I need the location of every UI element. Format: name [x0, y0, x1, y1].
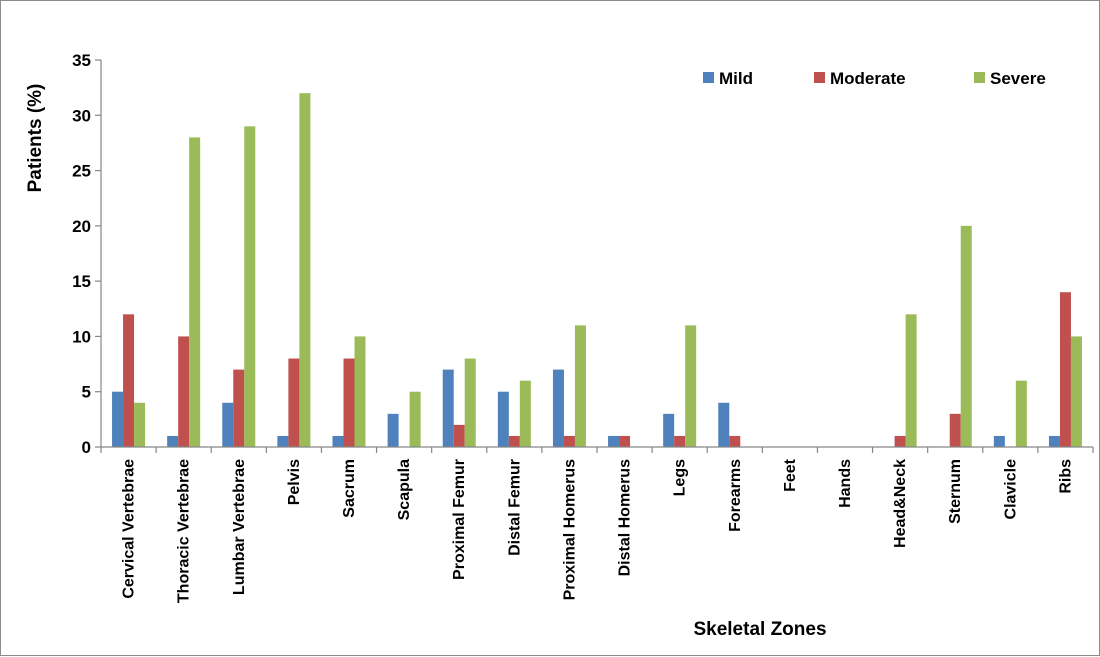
x-tick-label: Pelvis	[286, 459, 303, 505]
bar-severe-1	[189, 137, 201, 447]
bar-mild-8	[552, 369, 564, 447]
bar-moderate-17	[1059, 292, 1071, 447]
bar-mild-4	[332, 435, 344, 447]
bar-severe-14	[905, 314, 917, 447]
bar-moderate-11	[729, 435, 741, 447]
bar-severe-8	[574, 325, 586, 447]
x-tick-label: Head&Neck	[892, 459, 909, 548]
bar-mild-5	[387, 413, 399, 447]
x-tick-label: Thoracic Vertebrae	[176, 459, 193, 603]
bar-severe-2	[244, 126, 256, 447]
bar-severe-17	[1070, 336, 1082, 447]
legend-label-moderate: Moderate	[830, 69, 906, 88]
bar-mild-1	[167, 435, 179, 447]
y-tick-label: 5	[82, 383, 91, 402]
bar-mild-17	[1048, 435, 1060, 447]
y-tick-label: 35	[72, 51, 91, 70]
bar-severe-4	[354, 336, 366, 447]
y-tick-label: 30	[72, 106, 91, 125]
y-tick-label: 10	[72, 327, 91, 346]
bar-moderate-6	[453, 424, 465, 447]
bar-severe-15	[960, 225, 972, 447]
bar-mild-7	[497, 391, 509, 447]
bar-moderate-10	[674, 435, 686, 447]
y-ticks: 0 5 10 15 20 25 30 35	[72, 51, 101, 457]
x-axis-title: Skeletal Zones	[693, 619, 826, 640]
x-tick-label: Feet	[782, 458, 799, 492]
x-tick-label: Hands	[837, 459, 854, 508]
bar-mild-6	[442, 369, 454, 447]
bar-moderate-8	[563, 435, 575, 447]
x-ticks: Cervical Vertebrae Thoracic Vertebrae Lumb…	[100, 447, 1094, 603]
x-tick-label: Distal Homerus	[617, 459, 634, 576]
bar-mild-11	[718, 402, 730, 447]
bars-layer	[112, 93, 1082, 448]
bar-mild-9	[608, 435, 620, 447]
bar-moderate-2	[233, 369, 245, 447]
x-tick-label: Distal Femur	[506, 459, 523, 556]
x-tick-label: Legs	[672, 459, 689, 496]
y-tick-label: 0	[82, 438, 91, 457]
y-tick-label: 15	[72, 272, 91, 291]
y-axis-title: Patients (%)	[25, 84, 46, 193]
legend-label-severe: Severe	[990, 69, 1046, 88]
bar-mild-3	[277, 435, 289, 447]
x-tick-label: Cervical Vertebrae	[121, 459, 138, 599]
x-tick-label: Lumbar Vertebrae	[231, 459, 248, 595]
bar-moderate-14	[894, 435, 906, 447]
x-tick-label: Forearms	[727, 459, 744, 532]
x-tick-label: Proximal Homerus	[561, 459, 578, 600]
bar-mild-0	[112, 391, 124, 447]
bar-severe-7	[519, 380, 531, 447]
x-tick-label: Sternum	[947, 459, 964, 524]
bar-severe-16	[1015, 380, 1027, 447]
bar-moderate-7	[508, 435, 520, 447]
bar-mild-2	[222, 402, 234, 447]
bar-moderate-3	[288, 358, 300, 447]
bar-moderate-0	[123, 314, 135, 447]
legend-swatch-moderate	[814, 72, 825, 83]
legend-swatch-mild	[703, 72, 714, 83]
x-tick-label: Clavicle	[1002, 459, 1019, 520]
bar-moderate-4	[343, 358, 355, 447]
bar-moderate-9	[619, 435, 631, 447]
x-tick-label: Sacrum	[341, 459, 358, 518]
bar-severe-10	[685, 325, 697, 447]
legend-label-mild: Mild	[719, 69, 753, 88]
x-tick-label: Proximal Femur	[451, 459, 468, 580]
bar-severe-0	[134, 402, 146, 447]
bar-moderate-15	[949, 413, 961, 447]
bar-severe-6	[464, 358, 476, 447]
legend: Mild Moderate Severe	[703, 69, 1046, 88]
x-tick-label: Ribs	[1057, 459, 1074, 494]
x-tick-label: Scapula	[396, 459, 413, 520]
legend-swatch-severe	[974, 72, 985, 83]
bar-mild-10	[663, 413, 675, 447]
y-tick-label: 25	[72, 162, 91, 181]
bar-mild-16	[993, 435, 1005, 447]
bar-severe-3	[299, 93, 311, 448]
bar-severe-5	[409, 391, 421, 447]
y-tick-label: 20	[72, 217, 91, 236]
bar-moderate-1	[178, 336, 190, 447]
